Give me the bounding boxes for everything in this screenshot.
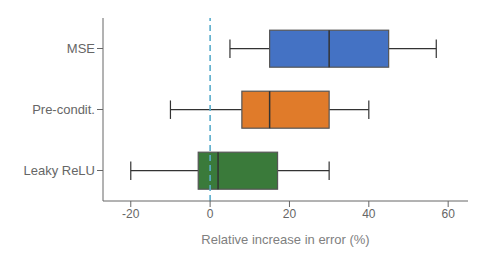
svg-text:40: 40 (362, 207, 376, 221)
svg-text:Relative increase in error (%): Relative increase in error (%) (201, 232, 369, 247)
svg-text:60: 60 (441, 207, 455, 221)
svg-text:20: 20 (283, 207, 297, 221)
svg-text:0: 0 (207, 207, 214, 221)
svg-text:Leaky ReLU: Leaky ReLU (23, 163, 95, 178)
svg-text:-20: -20 (122, 207, 140, 221)
svg-text:Pre-condit.: Pre-condit. (32, 102, 95, 117)
svg-text:MSE: MSE (67, 41, 96, 56)
